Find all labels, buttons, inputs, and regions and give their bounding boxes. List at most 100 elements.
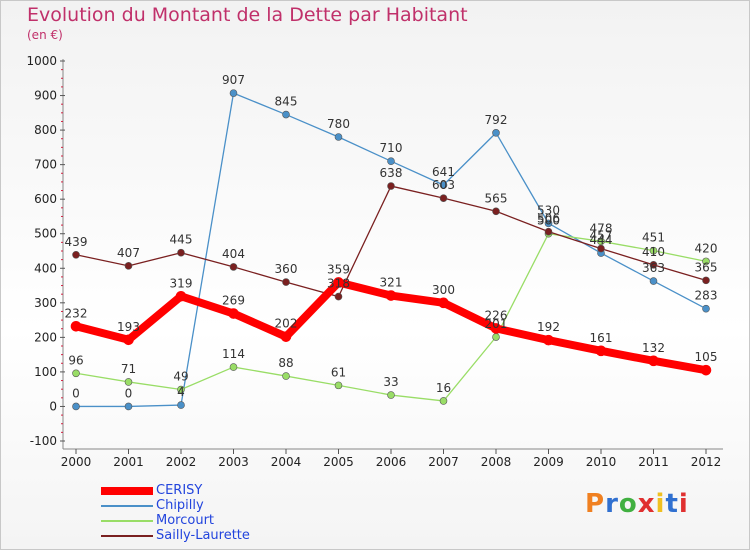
y-tick-label: 200 [34, 330, 57, 344]
data-point [280, 331, 292, 342]
data-label: 269 [222, 294, 245, 308]
data-label: 202 [275, 317, 298, 331]
data-point [702, 276, 710, 285]
data-label: 444 [590, 233, 613, 247]
data-label: 283 [695, 289, 718, 303]
data-label: 105 [695, 350, 718, 364]
data-label: 792 [485, 113, 508, 127]
data-point [177, 248, 185, 257]
data-point [700, 364, 712, 376]
legend-swatch [101, 535, 153, 537]
data-point [439, 194, 448, 202]
data-point [72, 369, 80, 378]
x-tick-label: 2003 [218, 455, 249, 469]
data-point [544, 227, 553, 236]
data-label: 420 [695, 241, 718, 255]
data-label: 232 [65, 306, 88, 320]
data-point [543, 334, 554, 346]
data-label: 321 [380, 276, 403, 290]
logo-letter: o [618, 489, 638, 519]
data-label: 114 [222, 347, 245, 361]
data-label: 318 [327, 277, 350, 291]
data-label: 226 [485, 308, 508, 322]
data-point [124, 402, 133, 411]
data-point [228, 308, 239, 319]
data-point [229, 363, 238, 371]
data-point [229, 263, 238, 271]
legend-label: CERISY [156, 483, 203, 498]
data-label: 16 [436, 381, 451, 395]
data-label: 407 [117, 246, 140, 260]
series-line-chipilly [75, 92, 707, 408]
data-point [123, 334, 134, 346]
x-tick-label: 2000 [61, 455, 92, 469]
data-point [649, 277, 658, 285]
data-label: 710 [380, 141, 403, 155]
data-point [70, 321, 82, 332]
data-point [385, 290, 397, 301]
data-label: 4 [177, 385, 185, 399]
logo-letter: r [605, 489, 619, 519]
legend-swatch [101, 487, 153, 495]
x-tick-label: 2002 [166, 455, 197, 469]
y-tick-label: -100 [30, 434, 57, 448]
data-label: 506 [537, 212, 560, 226]
data-label: 132 [642, 341, 665, 355]
data-point [438, 297, 449, 309]
data-label: 61 [331, 365, 346, 379]
logo-letter: i [678, 489, 689, 519]
data-label: 500 [537, 214, 560, 228]
chart-subtitle: (en €) [27, 28, 63, 42]
data-point [72, 251, 80, 259]
data-label: 71 [121, 362, 136, 376]
data-label: 439 [65, 235, 88, 249]
legend-label: Morcourt [156, 513, 215, 528]
data-label: 365 [695, 260, 718, 274]
data-label: 360 [275, 262, 298, 276]
logo-letter: i [655, 489, 666, 519]
data-label: 0 [125, 386, 133, 400]
data-label: 404 [222, 247, 245, 261]
logo-letter: t [665, 489, 679, 519]
y-tick-label: 800 [34, 123, 57, 137]
x-tick-label: 2001 [113, 455, 144, 469]
y-tick-label: 1000 [26, 54, 57, 68]
x-tick-label: 2009 [533, 455, 564, 469]
data-label: 49 [173, 370, 188, 384]
data-label: 603 [432, 178, 455, 192]
data-label: 845 [275, 95, 298, 109]
data-label: 780 [327, 117, 350, 131]
legend-swatch [101, 520, 153, 522]
x-tick-label: 2012 [691, 455, 722, 469]
data-label: 201 [485, 317, 508, 331]
y-tick-label: 100 [34, 365, 57, 379]
data-label: 319 [170, 276, 193, 290]
data-point [124, 378, 133, 386]
data-point [334, 381, 343, 390]
x-tick-label: 2010 [586, 455, 617, 469]
data-label: 565 [485, 191, 508, 205]
data-point [492, 333, 500, 341]
data-point [333, 277, 344, 288]
data-label: 638 [380, 166, 403, 180]
data-label: 359 [327, 262, 350, 276]
data-point [72, 402, 80, 411]
data-label: 907 [222, 73, 245, 87]
data-point [175, 290, 187, 302]
data-point [334, 133, 343, 141]
chart-title: Evolution du Montant de la Dette par Hab… [27, 4, 468, 26]
data-point [177, 385, 185, 394]
data-point [334, 292, 343, 301]
data-point [492, 207, 500, 216]
data-point [439, 397, 448, 405]
data-label: 33 [383, 375, 398, 389]
data-label: 300 [432, 283, 455, 297]
data-point [702, 257, 710, 266]
x-tick-label: 2011 [638, 455, 669, 469]
data-label: 410 [642, 245, 665, 259]
x-tick-label: 2007 [428, 455, 459, 469]
y-tick-label: 300 [34, 296, 57, 310]
data-point [595, 345, 607, 357]
